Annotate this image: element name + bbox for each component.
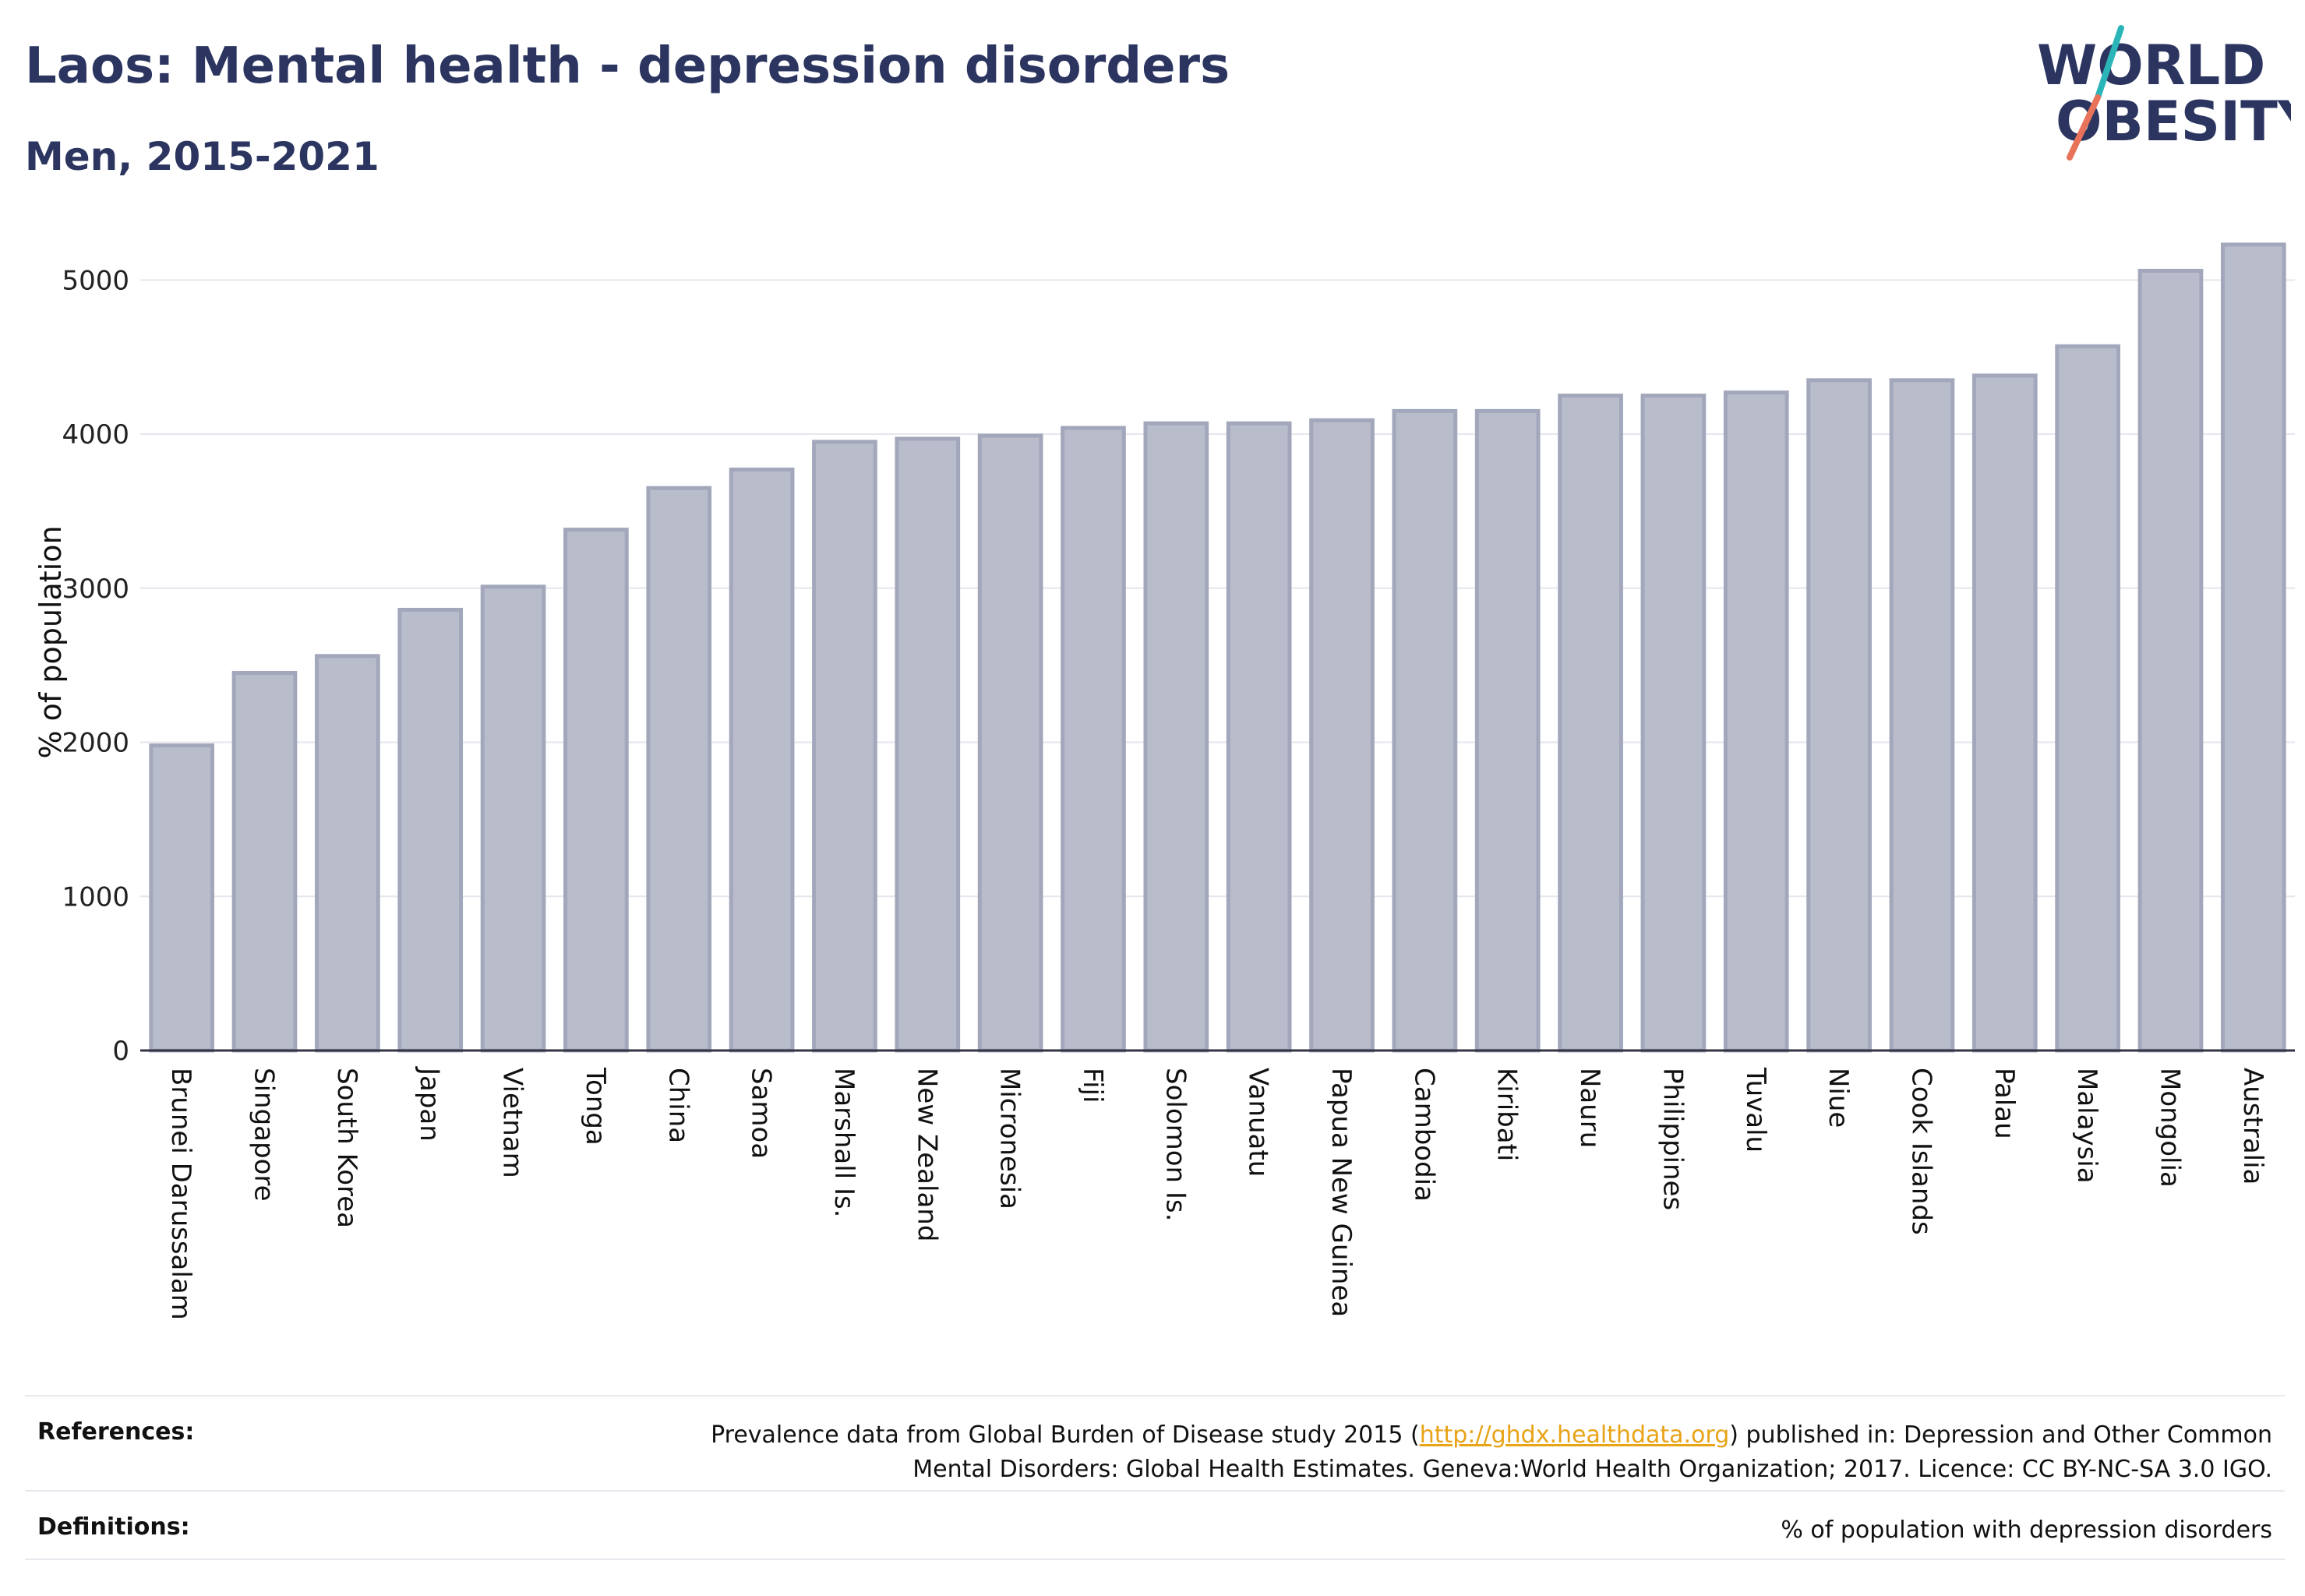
bar xyxy=(2137,268,2204,1053)
bar xyxy=(1061,425,1126,1053)
category-label: Mongolia xyxy=(2154,1068,2185,1188)
logo-slash-teal xyxy=(2095,25,2124,101)
bar xyxy=(1971,373,2038,1053)
category-label: Singapore xyxy=(249,1068,280,1202)
logo-text-world: WORLD xyxy=(2037,34,2265,97)
y-axis-title: % of population xyxy=(34,525,68,758)
y-tick-label: 2000 xyxy=(62,728,129,759)
bar xyxy=(1474,408,1541,1053)
references-line-2: Mental Disorders: Global Health Estimate… xyxy=(912,1456,2272,1483)
category-label: Tuvalu xyxy=(1740,1067,1771,1153)
world-obesity-logo: WORLD OBESITY xyxy=(2037,25,2291,161)
references-text-after: ) published in: Depression and Other Com… xyxy=(1729,1421,2272,1449)
category-label: China xyxy=(662,1068,694,1143)
bar xyxy=(977,433,1043,1053)
bar xyxy=(1640,394,1707,1053)
bar xyxy=(646,486,712,1053)
bar xyxy=(812,440,877,1053)
definitions-text: % of population with depression disorder… xyxy=(1781,1517,2272,1544)
bar xyxy=(1806,378,1872,1053)
category-label: Cambodia xyxy=(1408,1068,1439,1202)
bar xyxy=(149,743,215,1053)
bar xyxy=(1723,390,1789,1053)
y-tick-label: 3000 xyxy=(62,574,129,605)
references-text: Prevalence data from Global Burden of Di… xyxy=(711,1418,2272,1487)
bar xyxy=(2220,242,2286,1053)
bar xyxy=(1309,418,1375,1053)
y-tick-label: 5000 xyxy=(62,265,129,296)
category-label: South Korea xyxy=(331,1068,362,1228)
bar-chart: 0 1000 2000 3000 4000 5000 Brunei Darussalam S… xyxy=(34,242,2295,1320)
logo-slash-coral xyxy=(2067,94,2101,161)
references-text-before: Prevalence data from Global Burden of Di… xyxy=(711,1421,1420,1449)
bar xyxy=(1226,421,1292,1053)
references-label: References: xyxy=(37,1418,195,1446)
bar xyxy=(563,528,629,1053)
y-tick-labels: 0 1000 2000 3000 4000 5000 xyxy=(62,265,129,1067)
y-tick-label: 1000 xyxy=(62,881,129,913)
bar xyxy=(1143,421,1209,1053)
category-label: Brunei Darussalam xyxy=(165,1068,196,1320)
definitions-row: Definitions: % of population with depres… xyxy=(25,1490,2285,1560)
category-label: Cook Islands xyxy=(1905,1068,1936,1235)
category-label: Vietnam xyxy=(497,1068,528,1178)
y-tick-label: 4000 xyxy=(62,419,129,450)
bar xyxy=(729,468,795,1053)
bar xyxy=(1889,378,1955,1053)
category-label: Tonga xyxy=(580,1067,611,1146)
category-label: Niue xyxy=(1823,1068,1854,1128)
bar xyxy=(1392,408,1458,1053)
category-label: Malaysia xyxy=(2071,1068,2102,1184)
references-row: References: Prevalence data from Global … xyxy=(25,1395,2285,1492)
chart-title: Laos: Mental health - depression disorde… xyxy=(25,37,1230,95)
category-label: Marshall Is. xyxy=(828,1068,860,1218)
category-label: Samoa xyxy=(746,1068,777,1159)
bars xyxy=(149,242,2286,1053)
references-link[interactable]: http://ghdx.healthdata.org xyxy=(1419,1421,1730,1449)
category-label: Fiji xyxy=(1077,1068,1108,1103)
category-label: Solomon Is. xyxy=(1160,1068,1191,1221)
bar xyxy=(1558,394,1623,1053)
y-tick-label: 0 xyxy=(112,1036,129,1067)
category-label: Papua New Guinea xyxy=(1325,1068,1357,1317)
category-label: Philippines xyxy=(1657,1068,1688,1210)
category-label: Japan xyxy=(414,1066,445,1142)
category-label: Kiribati xyxy=(1491,1068,1523,1161)
definitions-label: Definitions: xyxy=(37,1513,190,1541)
category-label: Nauru xyxy=(1574,1068,1605,1148)
category-label: Vanuatu xyxy=(1243,1068,1274,1177)
category-label: New Zealand xyxy=(911,1068,942,1241)
bar xyxy=(480,584,546,1053)
category-label: Palau xyxy=(1989,1068,2020,1139)
chart-subtitle: Men, 2015-2021 xyxy=(25,134,379,179)
gridlines xyxy=(140,279,2295,898)
bar xyxy=(315,654,380,1053)
bar xyxy=(231,671,298,1053)
bar xyxy=(397,607,464,1053)
category-labels: Brunei Darussalam Singapore South Korea Jap… xyxy=(165,1066,2268,1320)
category-label: Australia xyxy=(2237,1068,2268,1185)
bar xyxy=(895,436,961,1053)
bar xyxy=(2055,344,2120,1053)
category-label: Micronesia xyxy=(994,1068,1025,1209)
references-line-1: Prevalence data from Global Burden of Di… xyxy=(711,1418,2272,1453)
